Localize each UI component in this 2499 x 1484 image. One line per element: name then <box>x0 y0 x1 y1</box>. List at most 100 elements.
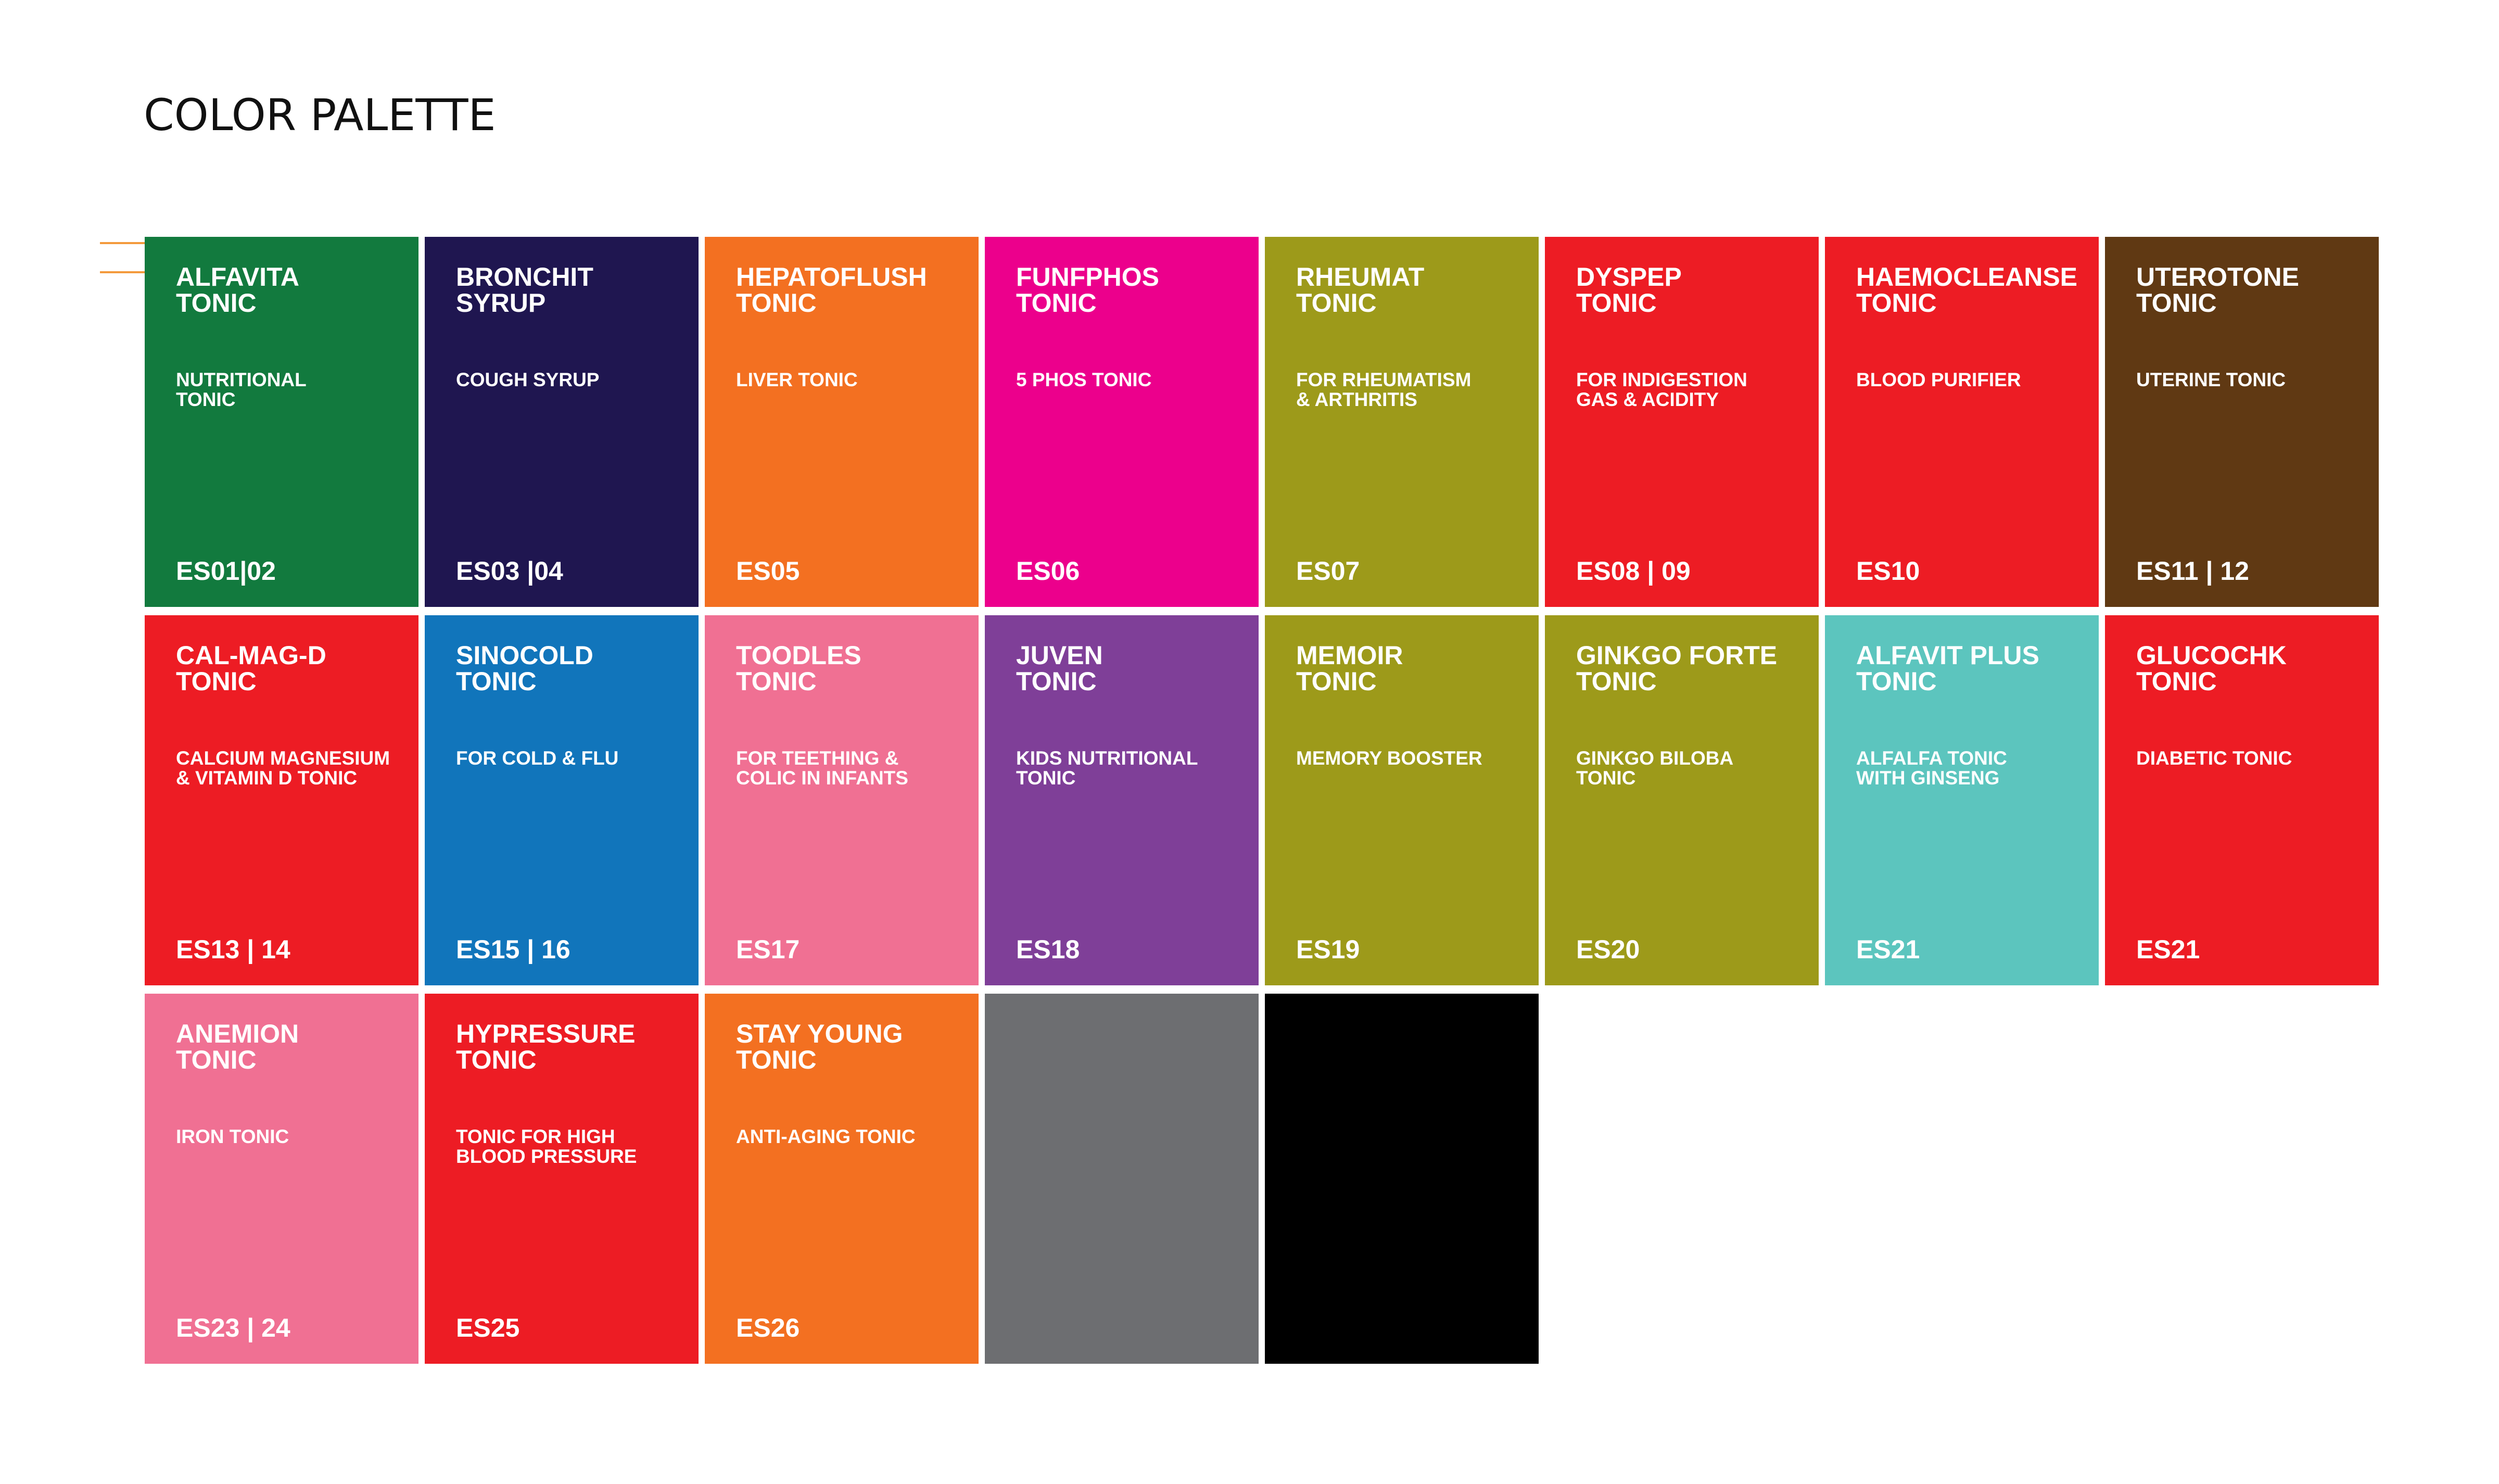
description-line: COLIC IN INFANTS <box>736 767 908 789</box>
color-swatch: BRONCHIT SYRUP COUGH SYRUP ES03 |04 <box>425 237 699 607</box>
name-line: TONIC <box>736 667 817 696</box>
description-line: BLOOD PURIFIER <box>1856 369 2021 390</box>
decor-line <box>100 271 145 273</box>
name-line: TONIC <box>1856 667 1937 696</box>
product-description: MEMORY BOOSTER <box>1296 749 1482 768</box>
decor-line <box>100 242 145 244</box>
color-swatch: TOODLES TONIC FOR TEETHING & COLIC IN INFAN… <box>705 615 979 985</box>
product-code: ES20 <box>1576 935 1640 964</box>
description-line: 5 PHOS TONIC <box>1016 369 1152 390</box>
name-line: TONIC <box>1016 667 1097 696</box>
description-line: ANTI-AGING TONIC <box>736 1126 916 1147</box>
product-code: ES21 <box>2136 935 2200 964</box>
description-line: KIDS NUTRITIONAL <box>1016 747 1198 769</box>
product-name: ALFAVIT PLUS TONIC <box>1856 642 2039 694</box>
color-swatch: SINOCOLD TONIC FOR COLD & FLU ES15 | 16 <box>425 615 699 985</box>
name-line: DYSPEP <box>1576 262 1682 291</box>
product-description: COUGH SYRUP <box>456 370 599 390</box>
description-line: FOR COLD & FLU <box>456 747 619 769</box>
name-line: SINOCOLD <box>456 641 593 670</box>
description-line: TONIC <box>176 389 236 410</box>
page-title: COLOR PALETTE <box>144 90 496 141</box>
name-line: UTEROTONE <box>2136 262 2299 291</box>
name-line: ALFAVIT PLUS <box>1856 641 2039 670</box>
name-line: MEMOIR <box>1296 641 1403 670</box>
product-description: KIDS NUTRITIONAL TONIC <box>1016 749 1198 788</box>
product-description: TONIC FOR HIGH BLOOD PRESSURE <box>456 1127 637 1166</box>
description-line: ALFALFA TONIC <box>1856 747 2007 769</box>
name-line: TONIC <box>2136 667 2217 696</box>
product-code: ES18 <box>1016 935 1080 964</box>
product-name: JUVEN TONIC <box>1016 642 1103 694</box>
name-line: SYRUP <box>456 288 546 318</box>
product-name: ALFAVITA TONIC <box>176 264 299 316</box>
name-line: TONIC <box>1296 288 1377 318</box>
description-line: IRON TONIC <box>176 1126 289 1147</box>
description-line: MEMORY BOOSTER <box>1296 747 1482 769</box>
color-swatch: ALFAVIT PLUS TONIC ALFALFA TONIC WITH GINSE… <box>1825 615 2099 985</box>
color-swatch <box>1265 994 1539 1364</box>
name-line: ANEMION <box>176 1019 299 1048</box>
description-line: CALCIUM MAGNESIUM <box>176 747 390 769</box>
description-line: WITH GINSENG <box>1856 767 2000 789</box>
color-swatch: HAEMOCLEANSE TONIC BLOOD PURIFIER ES10 <box>1825 237 2099 607</box>
name-line: JUVEN <box>1016 641 1103 670</box>
product-name: GINKGO FORTE TONIC <box>1576 642 1777 694</box>
product-code: ES07 <box>1296 556 1360 586</box>
product-code: ES10 <box>1856 556 1920 586</box>
product-name: TOODLES TONIC <box>736 642 861 694</box>
description-line: & VITAMIN D TONIC <box>176 767 358 789</box>
name-line: TONIC <box>1016 288 1097 318</box>
name-line: TONIC <box>176 1045 257 1074</box>
product-description: IRON TONIC <box>176 1127 289 1147</box>
name-line: TONIC <box>456 1045 537 1074</box>
product-description: ANTI-AGING TONIC <box>736 1127 916 1147</box>
description-line: GINKGO BILOBA <box>1576 747 1734 769</box>
description-line: LIVER TONIC <box>736 369 858 390</box>
name-line: GINKGO FORTE <box>1576 641 1778 670</box>
description-line: TONIC <box>1016 767 1076 789</box>
name-line: GLUCOCHK <box>2136 641 2287 670</box>
color-swatch: HEPATOFLUSH TONIC LIVER TONIC ES05 <box>705 237 979 607</box>
description-line: UTERINE TONIC <box>2136 369 2286 390</box>
product-code: ES15 | 16 <box>456 935 570 964</box>
product-name: STAY YOUNG TONIC <box>736 1021 903 1073</box>
product-description: GINKGO BILOBA TONIC <box>1576 749 1733 788</box>
name-line: TONIC <box>176 667 257 696</box>
name-line: TONIC <box>2136 288 2217 318</box>
name-line: HYPRESSURE <box>456 1019 636 1048</box>
name-line: TONIC <box>736 1045 817 1074</box>
name-line: HAEMOCLEANSE <box>1856 262 2078 291</box>
description-line: FOR RHEUMATISM <box>1296 369 1472 390</box>
product-name: DYSPEP TONIC <box>1576 264 1682 316</box>
color-swatch: HYPRESSURE TONIC TONIC FOR HIGH BLOOD PRESS… <box>425 994 699 1364</box>
description-line: COUGH SYRUP <box>456 369 600 390</box>
name-line: TONIC <box>1576 667 1657 696</box>
product-code: ES01|02 <box>176 556 276 586</box>
product-description: FOR RHEUMATISM & ARTHRITIS <box>1296 370 1471 410</box>
name-line: HEPATOFLUSH <box>736 262 927 291</box>
color-swatch: ANEMION TONIC IRON TONIC ES23 | 24 <box>145 994 418 1364</box>
name-line: TONIC <box>1856 288 1937 318</box>
product-name: BRONCHIT SYRUP <box>456 264 593 316</box>
color-swatch: GINKGO FORTE TONIC GINKGO BILOBA TONIC ES20 <box>1545 615 1819 985</box>
name-line: TONIC <box>456 667 537 696</box>
description-line: TONIC FOR HIGH <box>456 1126 615 1147</box>
description-line: BLOOD PRESSURE <box>456 1146 637 1167</box>
product-name: ANEMION TONIC <box>176 1021 299 1073</box>
product-name: MEMOIR TONIC <box>1296 642 1403 694</box>
description-line: TONIC <box>1576 767 1636 789</box>
name-line: TONIC <box>1296 667 1377 696</box>
product-description: UTERINE TONIC <box>2136 370 2286 390</box>
product-description: 5 PHOS TONIC <box>1016 370 1151 390</box>
product-code: ES06 <box>1016 556 1080 586</box>
product-code: ES25 <box>456 1313 520 1342</box>
color-swatch: MEMOIR TONIC MEMORY BOOSTER ES19 <box>1265 615 1539 985</box>
description-line: FOR INDIGESTION <box>1576 369 1747 390</box>
description-line: NUTRITIONAL <box>176 369 307 390</box>
name-line: CAL-MAG-D <box>176 641 326 670</box>
color-swatch <box>985 994 1259 1364</box>
product-name: HAEMOCLEANSE TONIC <box>1856 264 2077 316</box>
product-name: HEPATOFLUSH TONIC <box>736 264 927 316</box>
